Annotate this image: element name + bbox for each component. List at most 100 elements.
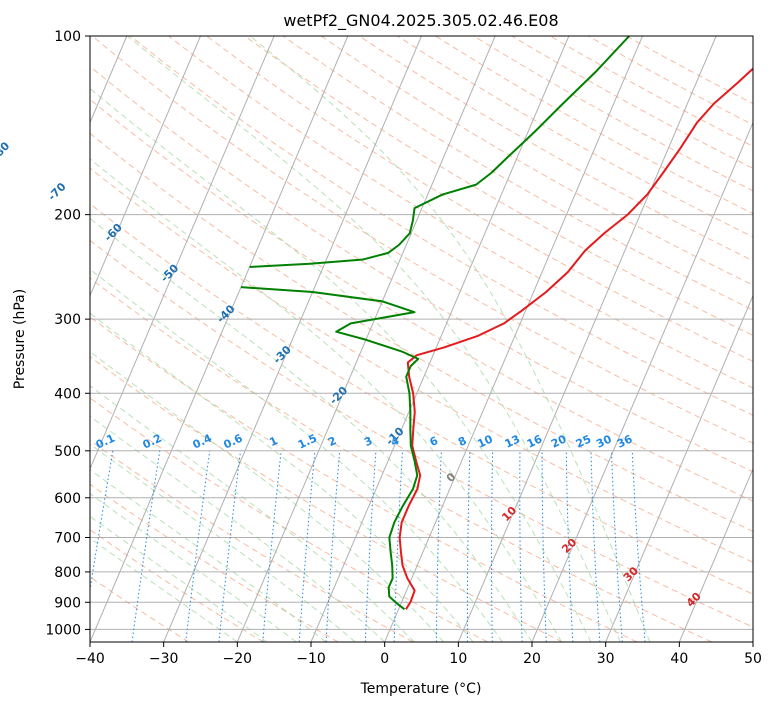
mixing-ratio-line	[325, 450, 341, 642]
x-tick-label: 40	[670, 651, 688, 667]
dry-adiabat	[90, 132, 753, 532]
dry-adiabat	[90, 397, 488, 642]
dry-adiabat	[90, 356, 563, 642]
isotherm-label: -30	[271, 343, 294, 366]
y-tick-label: 200	[54, 208, 81, 224]
x-tick-label: 50	[744, 651, 762, 667]
x-tick-label: −10	[296, 651, 326, 667]
dry-adiabat	[90, 65, 753, 473]
x-axis-title: Temperature (°C)	[360, 681, 482, 697]
mixing-ratio-label: 0.4	[191, 431, 214, 451]
mixing-ratio-label: 20	[549, 432, 569, 450]
isotherm-label: -80	[0, 139, 13, 162]
y-tick-label: 700	[54, 531, 81, 547]
background-lines	[90, 36, 753, 642]
temperature-line	[398, 67, 753, 610]
isotherm-line	[457, 36, 717, 642]
dewpoint-line	[240, 286, 420, 611]
moist-adiabat	[249, 36, 651, 642]
mixing-ratio-line	[298, 450, 316, 642]
mixing-ratio-line	[131, 450, 161, 642]
x-tick-label: 10	[449, 651, 467, 667]
mixing-ratio-line	[185, 450, 211, 642]
mixing-ratio-line	[262, 450, 282, 642]
mixing-ratio-labels: 0.1 0.2 0.4 0.6 1 1.5 2 3 4 6 8 10 13 16 20 25 30 36	[94, 431, 635, 451]
mixing-ratio-label: 36	[615, 432, 635, 450]
mixing-ratio-label: 16	[525, 432, 545, 450]
x-tick-label: 30	[597, 651, 615, 667]
dry-adiabat	[244, 36, 753, 336]
dry-adiabat	[282, 36, 753, 311]
dewpoint-line	[249, 36, 630, 268]
plot-frame	[89, 35, 754, 643]
profile-lines	[240, 36, 753, 611]
mixing-ratio-label: 1.5	[296, 432, 319, 452]
mixing-ratio-label: 0.6	[221, 431, 244, 451]
moist-adiabat	[90, 158, 562, 642]
isotherm-label: -40	[214, 302, 237, 325]
mixing-ratio-line	[218, 450, 242, 642]
isotherm-line	[163, 36, 422, 642]
isotherm-line	[310, 36, 570, 642]
mixing-ratio-label: 10	[475, 432, 495, 450]
mixing-ratio-label: 0.1	[94, 432, 117, 452]
isotherm-label: 30	[621, 564, 641, 584]
dry-adiabat	[549, 36, 753, 147]
mixing-ratio-label: 30	[594, 432, 614, 450]
mixing-ratio-label: 13	[503, 432, 522, 450]
isotherm-line	[752, 640, 753, 642]
dry-adiabat	[90, 277, 712, 642]
moist-adiabat	[90, 87, 592, 642]
y-axis-title: Pressure (hPa)	[12, 289, 28, 389]
dry-adiabat	[90, 203, 753, 595]
y-axis: 100 200 300 400 500 600 700 800 900 1000	[45, 29, 90, 638]
dry-adiabat	[90, 316, 638, 642]
isotherm-line	[605, 294, 753, 642]
y-tick-label: 100	[54, 29, 81, 45]
dry-adiabat	[511, 36, 753, 169]
mixing-ratio-line	[519, 450, 523, 642]
moist-adiabat	[90, 469, 327, 642]
y-tick-label: 400	[54, 386, 81, 402]
x-axis: −40 −30 −20 −10 0 10 20 30 40 50	[75, 642, 762, 667]
y-tick-label: 900	[54, 595, 81, 611]
dry-adiabat	[130, 36, 753, 416]
y-tick-label: 800	[54, 565, 81, 581]
mixing-ratio-line	[364, 450, 377, 642]
dry-adiabat	[90, 576, 190, 642]
moist-adiabat	[90, 312, 474, 642]
mixing-ratio-line	[90, 450, 114, 593]
dry-adiabat	[90, 439, 414, 642]
mixing-ratio-line	[631, 450, 646, 642]
chart-title: wetPf2_GN04.2025.305.02.46.E08	[283, 11, 558, 31]
mixing-ratio-label: 2	[326, 434, 338, 449]
isotherm-label: 40	[684, 590, 704, 610]
moist-adiabat	[90, 217, 533, 642]
moist-adiabat	[90, 493, 297, 642]
moist-adiabat	[90, 537, 238, 642]
isotherm-label: 10	[499, 504, 519, 524]
moist-adiabat	[90, 385, 415, 642]
dry-adiabat	[90, 167, 753, 563]
dry-adiabat	[168, 36, 753, 389]
mixing-ratio-label: 0.2	[141, 432, 164, 452]
x-tick-label: −30	[149, 651, 179, 667]
moist-adiabat	[90, 268, 503, 642]
y-tick-label: 1000	[45, 622, 81, 638]
dry-adiabat	[90, 529, 264, 642]
mixing-ratio-line	[435, 450, 442, 642]
dry-adiabat	[588, 36, 753, 126]
isotherm-line	[384, 36, 643, 642]
dry-adiabat	[91, 36, 753, 444]
moist-adiabat	[127, 36, 621, 642]
isotherm-line	[90, 36, 275, 471]
mixing-ratio-line	[466, 450, 471, 642]
x-tick-label: −20	[223, 651, 253, 667]
isotherm-label: -70	[45, 180, 68, 203]
x-tick-label: 20	[523, 651, 541, 667]
mixing-ratio-label: 3	[362, 434, 374, 449]
dry-adiabat	[90, 483, 339, 642]
x-tick-label: −40	[75, 651, 105, 667]
isotherm-line	[531, 121, 753, 642]
